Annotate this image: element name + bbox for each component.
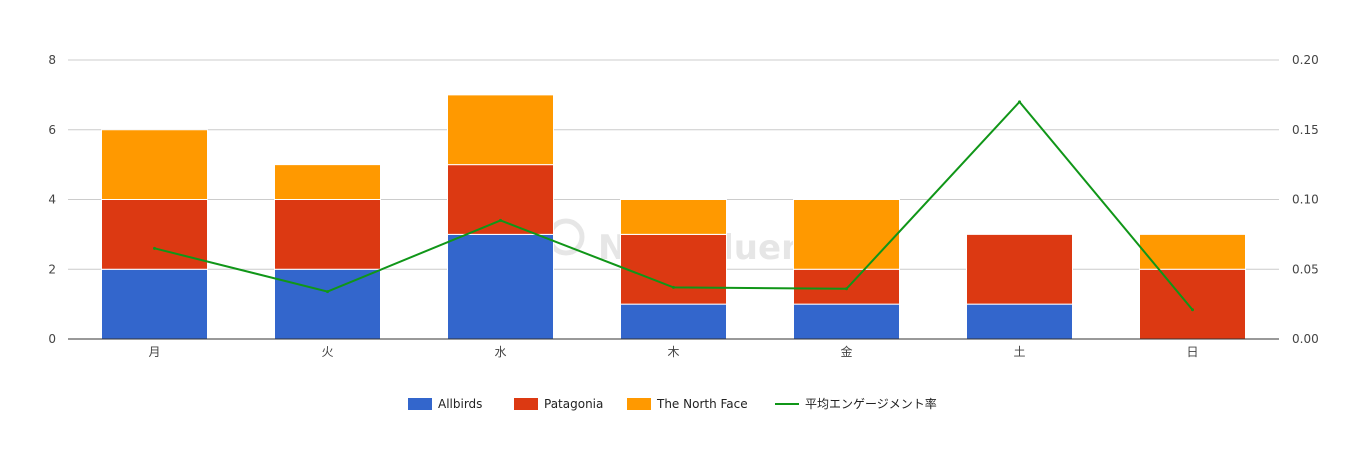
x-tick-label: 土 [1013, 345, 1025, 359]
x-tick-label: 火 [321, 345, 333, 359]
y-right-tick-label: 0.05 [1292, 262, 1319, 276]
y-left-tick-label: 0 [48, 332, 56, 346]
y-left-tick-label: 8 [48, 53, 56, 67]
line-point [153, 246, 156, 250]
x-tick-label: 月 [148, 345, 160, 359]
legend-item[interactable]: Patagonia [514, 397, 603, 411]
bar-segment [447, 94, 554, 166]
bar-segment [620, 233, 727, 305]
line-point [499, 218, 502, 222]
y-left-tick-label: 2 [48, 262, 56, 276]
bar-segment [447, 233, 554, 340]
line-point [1191, 308, 1194, 312]
legend[interactable]: Allbirds Patagonia The North Face 平均エンゲージメン… [408, 396, 937, 411]
bar-segment [101, 268, 208, 340]
y-right-tick-label: 0.20 [1292, 53, 1319, 67]
bars [101, 94, 1246, 340]
line-point [845, 287, 848, 291]
bar-segment [620, 199, 727, 235]
bar-segment [274, 268, 381, 340]
axes: 0 0.00 2 0.05 4 0.10 6 0.15 8 0.20 月 火 水 木 金 土 日 [48, 53, 1318, 359]
bar-segment [966, 303, 1073, 340]
y-right-tick-label: 0.10 [1292, 193, 1319, 207]
x-tick-label: 木 [667, 345, 679, 359]
legend-swatch [514, 398, 538, 410]
bar-segment [274, 164, 381, 200]
bar-segment [620, 303, 727, 340]
bar-segment [447, 164, 554, 235]
legend-label: 平均エンゲージメント率 [805, 396, 937, 411]
legend-swatch [408, 398, 432, 410]
legend-item[interactable]: 平均エンゲージメント率 [775, 396, 937, 411]
bar-segment [1139, 233, 1246, 270]
bar-segment [793, 199, 900, 270]
legend-label: Patagonia [544, 397, 603, 411]
bar-segment [793, 303, 900, 340]
bar-segment [101, 199, 208, 270]
line-point [672, 285, 675, 289]
y-right-tick-label: 0.15 [1292, 123, 1319, 137]
line-point [1018, 100, 1021, 104]
x-tick-label: 水 [494, 345, 506, 359]
legend-swatch [627, 398, 651, 410]
line-series [153, 100, 1194, 312]
legend-label: The North Face [656, 397, 748, 411]
bar-segment [793, 268, 900, 305]
bar-segment [966, 233, 1073, 305]
bar-segment [101, 129, 208, 200]
legend-label: Allbirds [438, 397, 482, 411]
bar-segment [1139, 268, 1246, 340]
legend-item[interactable]: The North Face [627, 397, 748, 411]
line-point [326, 290, 329, 294]
legend-item[interactable]: Allbirds [408, 397, 482, 411]
x-tick-label: 日 [1186, 345, 1198, 359]
y-left-tick-label: 6 [48, 123, 56, 137]
bar-segment [274, 199, 381, 270]
watermark-logo-icon [547, 218, 585, 256]
x-tick-label: 金 [840, 344, 852, 359]
y-right-tick-label: 0.00 [1292, 332, 1319, 346]
y-left-tick-label: 4 [48, 193, 56, 207]
